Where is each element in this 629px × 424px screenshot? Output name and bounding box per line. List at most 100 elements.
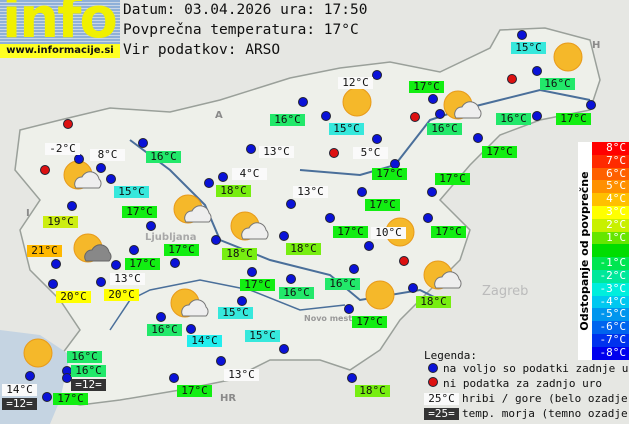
average-temperature: Povprečna temperatura: 17°C xyxy=(123,22,359,38)
temp-label: 13°C xyxy=(224,369,259,381)
temp-label: 19°C xyxy=(43,216,78,228)
scale-step: 6°C xyxy=(592,167,629,181)
station[interactable] xyxy=(129,245,139,255)
logo[interactable]: info www.informacije.si xyxy=(0,0,120,58)
temp-label: 17°C xyxy=(409,81,444,93)
station[interactable] xyxy=(364,241,374,251)
station[interactable] xyxy=(247,267,257,277)
scale-step: -8°C xyxy=(592,346,629,360)
station[interactable] xyxy=(186,324,196,334)
station[interactable] xyxy=(372,134,382,144)
station-missing[interactable] xyxy=(329,148,339,158)
temp-label: 16°C xyxy=(325,278,360,290)
station-missing[interactable] xyxy=(507,74,517,84)
scale-step: 1°C xyxy=(592,231,629,245)
station[interactable] xyxy=(347,373,357,383)
slovenia-shape xyxy=(14,27,601,406)
station[interactable] xyxy=(279,344,289,354)
station-missing[interactable] xyxy=(63,119,73,129)
station[interactable] xyxy=(62,373,72,383)
temp-label: 16°C xyxy=(496,113,531,125)
station[interactable] xyxy=(586,100,596,110)
station[interactable] xyxy=(357,187,367,197)
scale-step: 4°C xyxy=(592,192,629,206)
temp-label: 17°C xyxy=(352,316,387,328)
logo-url[interactable]: www.informacije.si xyxy=(0,44,120,58)
temp-label: 17°C xyxy=(431,226,466,238)
station[interactable] xyxy=(325,213,335,223)
temp-label: 17°C xyxy=(177,385,212,397)
temp-label: 13°C xyxy=(293,186,328,198)
station[interactable] xyxy=(169,373,179,383)
station[interactable] xyxy=(344,304,354,314)
sun-cloud-icon xyxy=(170,288,209,318)
temp-label: 18°C xyxy=(222,248,257,260)
legend-missing: ni podatka za zadnjo uro xyxy=(443,377,602,390)
place-hungary: H xyxy=(592,40,601,51)
station[interactable] xyxy=(298,97,308,107)
station[interactable] xyxy=(138,138,148,148)
station-missing[interactable] xyxy=(40,165,50,175)
sea-temp-label: =12= xyxy=(2,398,37,410)
station[interactable] xyxy=(25,371,35,381)
station[interactable] xyxy=(532,111,542,121)
station[interactable] xyxy=(473,133,483,143)
station[interactable] xyxy=(96,277,106,287)
station-missing[interactable] xyxy=(410,112,420,122)
station[interactable] xyxy=(246,144,256,154)
station[interactable] xyxy=(286,199,296,209)
sun-icon xyxy=(553,42,583,72)
data-source: Vir podatkov: ARSO xyxy=(123,42,281,58)
station[interactable] xyxy=(517,30,527,40)
temp-label: 15°C xyxy=(511,42,546,54)
temp-label: 16°C xyxy=(540,78,575,90)
station[interactable] xyxy=(96,163,106,173)
station[interactable] xyxy=(349,264,359,274)
sun-cloud-icon xyxy=(230,211,269,241)
station[interactable] xyxy=(48,279,58,289)
temp-label: 17°C xyxy=(482,146,517,158)
temp-label: 17°C xyxy=(122,206,157,218)
station[interactable] xyxy=(204,178,214,188)
station[interactable] xyxy=(211,235,221,245)
temp-label: 17°C xyxy=(333,226,368,238)
place-novo-mesto: Novo mesto xyxy=(304,314,358,323)
scale-step: -1°C xyxy=(592,256,629,270)
station[interactable] xyxy=(237,296,247,306)
station[interactable] xyxy=(423,213,433,223)
station[interactable] xyxy=(279,231,289,241)
station[interactable] xyxy=(146,221,156,231)
station[interactable] xyxy=(408,283,418,293)
temp-label: 18°C xyxy=(216,185,251,197)
station[interactable] xyxy=(428,94,438,104)
sun-cloud-icon xyxy=(443,90,482,120)
temp-label: 17°C xyxy=(53,393,88,405)
station[interactable] xyxy=(170,258,180,268)
station[interactable] xyxy=(321,111,331,121)
station[interactable] xyxy=(286,274,296,284)
station[interactable] xyxy=(532,66,542,76)
station[interactable] xyxy=(435,109,445,119)
station[interactable] xyxy=(156,312,166,322)
station[interactable] xyxy=(42,392,52,402)
station[interactable] xyxy=(106,174,116,184)
temp-label: 18°C xyxy=(286,243,321,255)
scale-step: -5°C xyxy=(592,308,629,322)
place-italy: I xyxy=(26,208,30,219)
scale-step: -6°C xyxy=(592,320,629,334)
legend-title: Legenda: xyxy=(424,349,477,362)
scale-title: Odstopanje od povprečne temperature: xyxy=(578,142,605,360)
station[interactable] xyxy=(372,70,382,80)
station[interactable] xyxy=(51,259,61,269)
sun-icon xyxy=(365,280,395,310)
station[interactable] xyxy=(111,260,121,270)
temp-label: 16°C xyxy=(146,151,181,163)
station[interactable] xyxy=(427,187,437,197)
station[interactable] xyxy=(218,172,228,182)
station-missing[interactable] xyxy=(399,256,409,266)
river-drava xyxy=(299,88,591,177)
station[interactable] xyxy=(74,154,84,164)
station[interactable] xyxy=(67,201,77,211)
station[interactable] xyxy=(216,356,226,366)
